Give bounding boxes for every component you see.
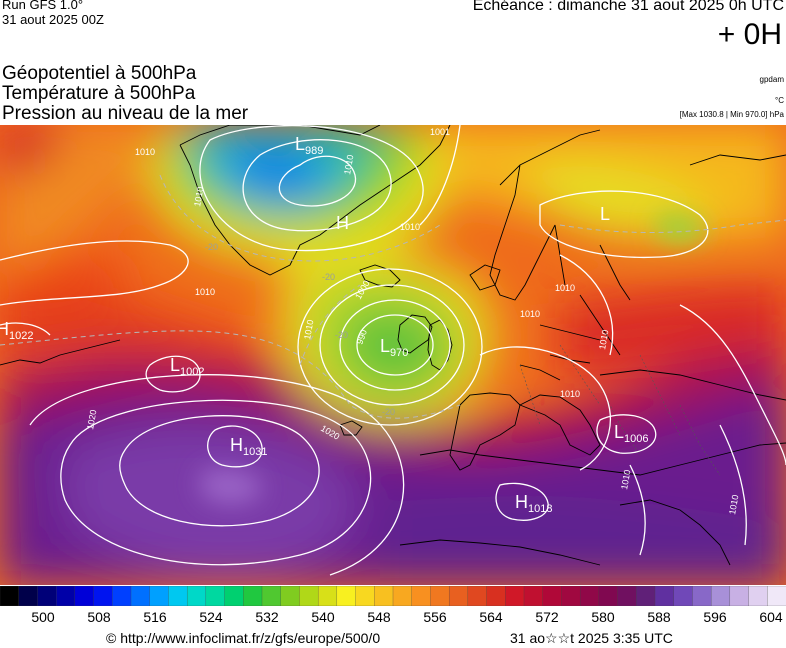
color-scale-tick: 516 — [143, 609, 167, 625]
color-scale-swatch — [261, 586, 282, 606]
low-center-1006: L1006 — [614, 422, 649, 445]
color-scale-swatch — [692, 586, 712, 606]
param-geopotential: Géopotentiel à 500hPa — [2, 63, 197, 84]
color-scale-tick: 588 — [647, 609, 671, 625]
isobar-label: 1001 — [430, 127, 450, 137]
color-scale-swatch — [280, 586, 301, 606]
isobar-label: 1020 — [85, 409, 98, 430]
color-scale-swatch — [598, 586, 619, 606]
color-scale-swatch — [224, 586, 244, 606]
isotherm-label: -20 — [322, 272, 335, 282]
color-scale-swatch — [18, 586, 39, 606]
color-scale-tick: 564 — [479, 609, 503, 625]
color-scale-tick: 556 — [423, 609, 447, 625]
color-scale-swatch — [74, 586, 95, 606]
color-scale-swatch — [130, 586, 151, 606]
isobar-label: 1010 — [342, 154, 355, 175]
lead-time: + 0H — [717, 18, 782, 51]
color-scale-ticks: 500 508 516 524 532 540 548 556 564 572 580 588 596 6… — [0, 609, 786, 627]
color-scale-swatch — [299, 586, 319, 606]
color-scale-swatch — [336, 586, 357, 606]
color-scale-swatch — [579, 586, 600, 606]
color-scale — [0, 586, 786, 606]
color-scale-swatch — [37, 586, 57, 606]
isobar-label: 1010 — [560, 389, 580, 399]
low-center-970: L970 — [380, 336, 408, 359]
low-center-1002: L1002 — [170, 355, 205, 378]
isobar-label: 1010 — [192, 186, 205, 207]
color-scale-swatch — [355, 586, 375, 606]
color-scale-swatch — [317, 586, 338, 606]
color-scale-swatch — [186, 586, 207, 606]
isobar-label: 1010 — [520, 309, 540, 319]
forecast-time: Echéance : dimanche 31 aout 2025 0h UTC — [472, 0, 784, 14]
color-scale-swatch — [93, 586, 113, 606]
isobar-label: 1010 — [195, 287, 215, 297]
color-scale-swatch — [112, 586, 132, 606]
color-scale-swatch — [636, 586, 656, 606]
isobar-label: 990 — [354, 328, 369, 346]
color-scale-swatch — [374, 586, 394, 606]
param-pressure: Pression au niveau de la mer — [2, 103, 249, 124]
isobar-label: 1010 — [727, 494, 740, 515]
color-scale-swatch — [467, 586, 488, 606]
color-scale-swatch — [168, 586, 188, 606]
isobar-label: 1010 — [400, 222, 420, 232]
color-scale-swatch — [205, 586, 226, 606]
color-scale-tick: 524 — [199, 609, 223, 625]
color-scale-swatch — [542, 586, 563, 606]
color-scale-swatch — [729, 586, 750, 606]
high-center-iceland: H — [336, 213, 349, 233]
isobar-label: 1010 — [597, 329, 610, 350]
render-date: 31 ao☆☆t 2025 3:35 UTC — [510, 630, 673, 646]
weather-map: L989 L970 L1002 L1006 L H1031 H1018 H102… — [0, 125, 786, 585]
color-scale-swatch — [767, 586, 786, 606]
color-scale-swatch — [430, 586, 450, 606]
color-scale-swatch — [149, 586, 170, 606]
color-scale-tick: 580 — [591, 609, 615, 625]
color-scale-swatch — [243, 586, 263, 606]
color-scale-swatch — [55, 586, 76, 606]
unit-celsius: °C — [775, 96, 784, 105]
unit-pressure-range: [Max 1030.8 | Min 970.0] hPa — [679, 110, 784, 119]
color-scale-swatch — [0, 586, 20, 606]
color-scale-swatch — [486, 586, 506, 606]
color-scale-tick: 532 — [255, 609, 279, 625]
color-scale-swatch — [392, 586, 413, 606]
color-scale-swatch — [748, 586, 768, 606]
isobar-label: 1010 — [135, 147, 155, 157]
color-scale-tick: 508 — [87, 609, 111, 625]
low-center-989: L989 — [295, 134, 323, 157]
color-scale-swatch — [505, 586, 525, 606]
isotherm-label: -20 — [205, 242, 218, 252]
isotherm-label: -20 — [335, 330, 348, 340]
color-scale-tick: 572 — [535, 609, 559, 625]
high-center-1031: H1031 — [230, 435, 267, 458]
color-scale-swatch — [654, 586, 675, 606]
unit-gpdam: gpdam — [759, 75, 784, 84]
high-center-1022: H1022 — [0, 319, 33, 342]
color-scale-tick: 540 — [311, 609, 335, 625]
color-scale-tick: 596 — [703, 609, 727, 625]
color-scale-swatch — [523, 586, 544, 606]
isobar-label: 1010 — [619, 469, 632, 490]
color-scale-swatch — [561, 586, 581, 606]
color-scale-tick: 548 — [367, 609, 391, 625]
high-center-1018: H1018 — [515, 492, 552, 515]
color-scale-tick: 500 — [31, 609, 55, 625]
color-scale-swatch — [411, 586, 432, 606]
isotherm-label: -20 — [382, 407, 395, 417]
run-label: Run GFS 1.0° — [2, 0, 84, 12]
low-center-north: L — [600, 204, 610, 224]
color-scale-swatch — [617, 586, 637, 606]
param-temperature: Température à 500hPa — [2, 83, 196, 104]
source-url: © http://www.infoclimat.fr/z/gfs/europe/… — [106, 630, 381, 646]
isobar-label: 1010 — [555, 283, 575, 293]
color-scale-swatch — [448, 586, 469, 606]
run-date: 31 aout 2025 00Z — [2, 12, 104, 27]
color-scale-swatch — [710, 586, 731, 606]
color-scale-swatch — [673, 586, 694, 606]
color-scale-tick: 604 — [759, 609, 783, 625]
isobar-label: 1010 — [302, 319, 315, 340]
